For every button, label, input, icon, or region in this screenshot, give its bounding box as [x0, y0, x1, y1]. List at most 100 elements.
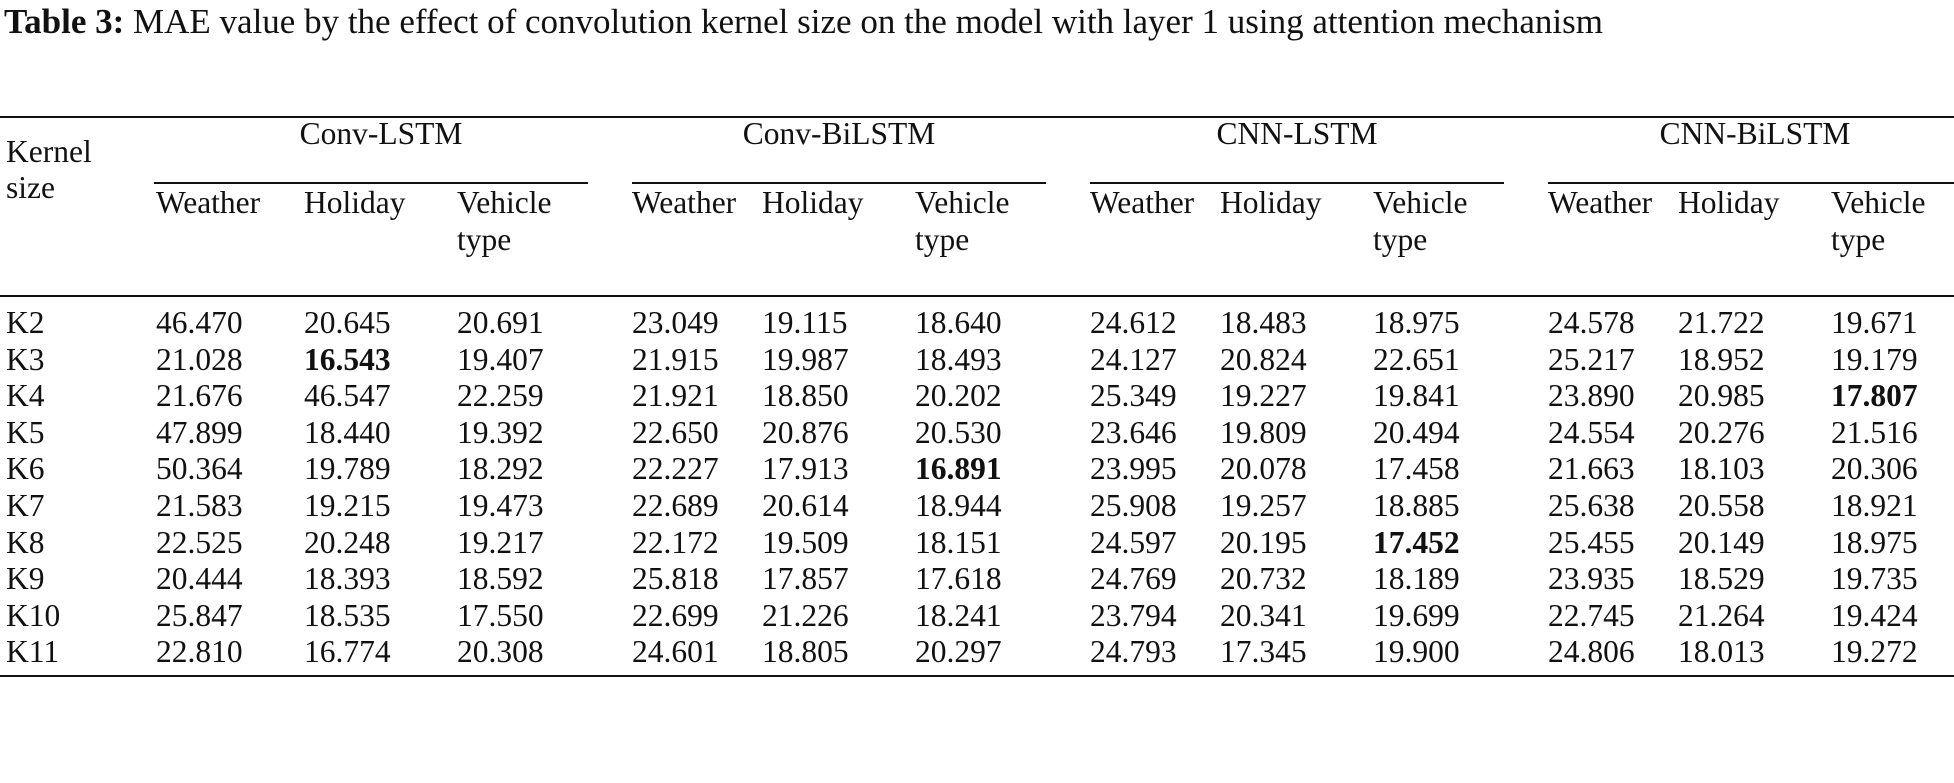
- mae-value-cell: 20.985: [1678, 378, 1765, 414]
- group-label: CNN-LSTM: [1216, 116, 1378, 151]
- mae-value-cell: 18.440: [304, 414, 391, 450]
- mae-value-cell: 19.407: [457, 341, 544, 377]
- mae-value-cell: 18.952: [1678, 341, 1765, 377]
- mae-value-cell: 17.807: [1831, 378, 1918, 414]
- mae-value-cell: 17.452: [1373, 524, 1460, 560]
- mae-value-cell: 19.987: [762, 341, 849, 377]
- subheader-row: Weather Holiday Vehicle type Weather Holiday V…: [0, 184, 1954, 296]
- mae-value-cell: 17.913: [762, 451, 849, 487]
- mae-value-cell: 24.578: [1548, 305, 1635, 340]
- mae-value-cell: 24.127: [1090, 341, 1177, 377]
- mae-value-cell: 21.722: [1678, 305, 1765, 340]
- mae-value-cell: 22.651: [1373, 341, 1460, 377]
- mae-value-cell: 24.601: [632, 634, 719, 670]
- mae-value-cell: 46.470: [156, 305, 243, 340]
- mae-value-cell: 24.769: [1090, 561, 1177, 597]
- mae-value-cell: 18.483: [1220, 305, 1307, 340]
- mae-value-cell: 18.529: [1678, 561, 1765, 597]
- mae-value-cell: 17.550: [457, 597, 544, 633]
- group-label: CNN-BiLSTM: [1659, 116, 1851, 151]
- kernel-size-cell: K6: [6, 451, 45, 487]
- mae-value-cell: 22.227: [632, 451, 719, 487]
- mae-value-cell: 20.876: [762, 414, 849, 450]
- mae-value-cell: 17.458: [1373, 451, 1460, 487]
- mae-value-cell: 19.115: [762, 305, 848, 340]
- mae-value-cell: 24.597: [1090, 524, 1177, 560]
- mae-value-cell: 18.975: [1373, 305, 1460, 340]
- mae-value-cell: 25.818: [632, 561, 719, 597]
- mae-value-cell: 16.543: [304, 341, 391, 377]
- subheader-holiday: Holiday: [762, 185, 864, 220]
- mae-value-cell: 20.645: [304, 305, 391, 340]
- kernel-size-cell: K4: [6, 378, 45, 414]
- mae-value-cell: 18.592: [457, 561, 544, 597]
- mae-value-cell: 23.995: [1090, 451, 1177, 487]
- subheader-weather: Weather: [156, 185, 261, 220]
- mae-value-cell: 25.217: [1548, 341, 1635, 377]
- mae-value-cell: 18.493: [915, 341, 1002, 377]
- mae-value-cell: 19.671: [1831, 305, 1918, 340]
- mae-value-cell: 25.847: [156, 597, 243, 633]
- mae-value-cell: 20.341: [1220, 597, 1307, 633]
- mae-value-cell: 18.013: [1678, 634, 1765, 670]
- kernel-size-cell: K9: [6, 561, 45, 597]
- mae-value-cell: 19.841: [1373, 378, 1460, 414]
- mae-value-cell: 25.638: [1548, 487, 1635, 523]
- mae-value-cell: 20.297: [915, 634, 1002, 670]
- mae-value-cell: 18.944: [915, 487, 1002, 523]
- mae-value-cell: 21.264: [1678, 597, 1765, 633]
- subheader-vehicle-type: Vehicle type: [457, 185, 552, 257]
- mae-value-cell: 19.227: [1220, 378, 1307, 414]
- mae-value-cell: 18.885: [1373, 487, 1460, 523]
- mae-value-cell: 19.217: [457, 524, 544, 560]
- subheader-vehicle-type: Vehicle type: [915, 185, 1010, 257]
- table-row: K5 47.899 18.440 19.392 22.650 20.876 20.530 23…: [0, 415, 1954, 452]
- mae-value-cell: 16.774: [304, 634, 391, 670]
- kernel-size-header: Kernel size: [0, 117, 152, 297]
- mae-value-cell: 19.699: [1373, 597, 1460, 633]
- kernel-size-cell: K2: [6, 305, 45, 340]
- subheader-weather: Weather: [1548, 185, 1653, 220]
- mae-value-cell: 25.455: [1548, 524, 1635, 560]
- mae-value-cell: 21.676: [156, 378, 243, 414]
- mae-value-cell: 22.259: [457, 378, 544, 414]
- table-caption: Table 3: MAE value by the effect of conv…: [4, 0, 1950, 44]
- mae-value-cell: 21.915: [632, 341, 719, 377]
- mae-value-cell: 20.078: [1220, 451, 1307, 487]
- mae-value-cell: 21.516: [1831, 414, 1918, 450]
- mae-value-cell: 22.810: [156, 634, 243, 670]
- mae-value-cell: 20.558: [1678, 487, 1765, 523]
- mae-value-cell: 18.151: [915, 524, 1002, 560]
- mae-value-cell: 20.276: [1678, 414, 1765, 450]
- mae-value-cell: 19.509: [762, 524, 849, 560]
- mae-value-cell: 21.583: [156, 487, 243, 523]
- mae-value-cell: 19.789: [304, 451, 391, 487]
- mae-value-cell: 24.612: [1090, 305, 1177, 340]
- group-label: Conv-BiLSTM: [742, 116, 936, 151]
- mae-value-cell: 23.794: [1090, 597, 1177, 633]
- group-header-conv-lstm: Conv-LSTM: [152, 117, 610, 184]
- mae-value-cell: 19.257: [1220, 487, 1307, 523]
- mae-value-cell: 19.809: [1220, 414, 1307, 450]
- mae-value-cell: 17.618: [915, 561, 1002, 597]
- table-row: K7 21.583 19.215 19.473 22.689 20.614 18.944 25…: [0, 488, 1954, 525]
- subheader-weather: Weather: [632, 185, 737, 220]
- kernel-size-cell: K8: [6, 524, 45, 560]
- mae-value-cell: 21.226: [762, 597, 849, 633]
- caption-label: Table 3:: [4, 2, 125, 41]
- mae-value-cell: 22.699: [632, 597, 719, 633]
- subheader-holiday: Holiday: [1678, 185, 1780, 220]
- caption-text: MAE value by the effect of convolution k…: [124, 2, 1603, 41]
- table-body: K2 46.470 20.645 20.691 23.049 19.115 18.640 24…: [0, 296, 1954, 676]
- mae-value-cell: 18.535: [304, 597, 391, 633]
- mae-value-cell: 17.345: [1220, 634, 1307, 670]
- mae-value-cell: 22.650: [632, 414, 719, 450]
- mae-value-cell: 19.473: [457, 487, 544, 523]
- mae-value-cell: 18.921: [1831, 487, 1918, 523]
- mae-value-cell: 18.393: [304, 561, 391, 597]
- mae-value-cell: 47.899: [156, 414, 243, 450]
- kernel-size-cell: K7: [6, 487, 45, 523]
- table-row: K4 21.676 46.547 22.259 21.921 18.850 20.202 25…: [0, 378, 1954, 415]
- mae-value-cell: 19.392: [457, 414, 544, 450]
- mae-value-cell: 24.554: [1548, 414, 1635, 450]
